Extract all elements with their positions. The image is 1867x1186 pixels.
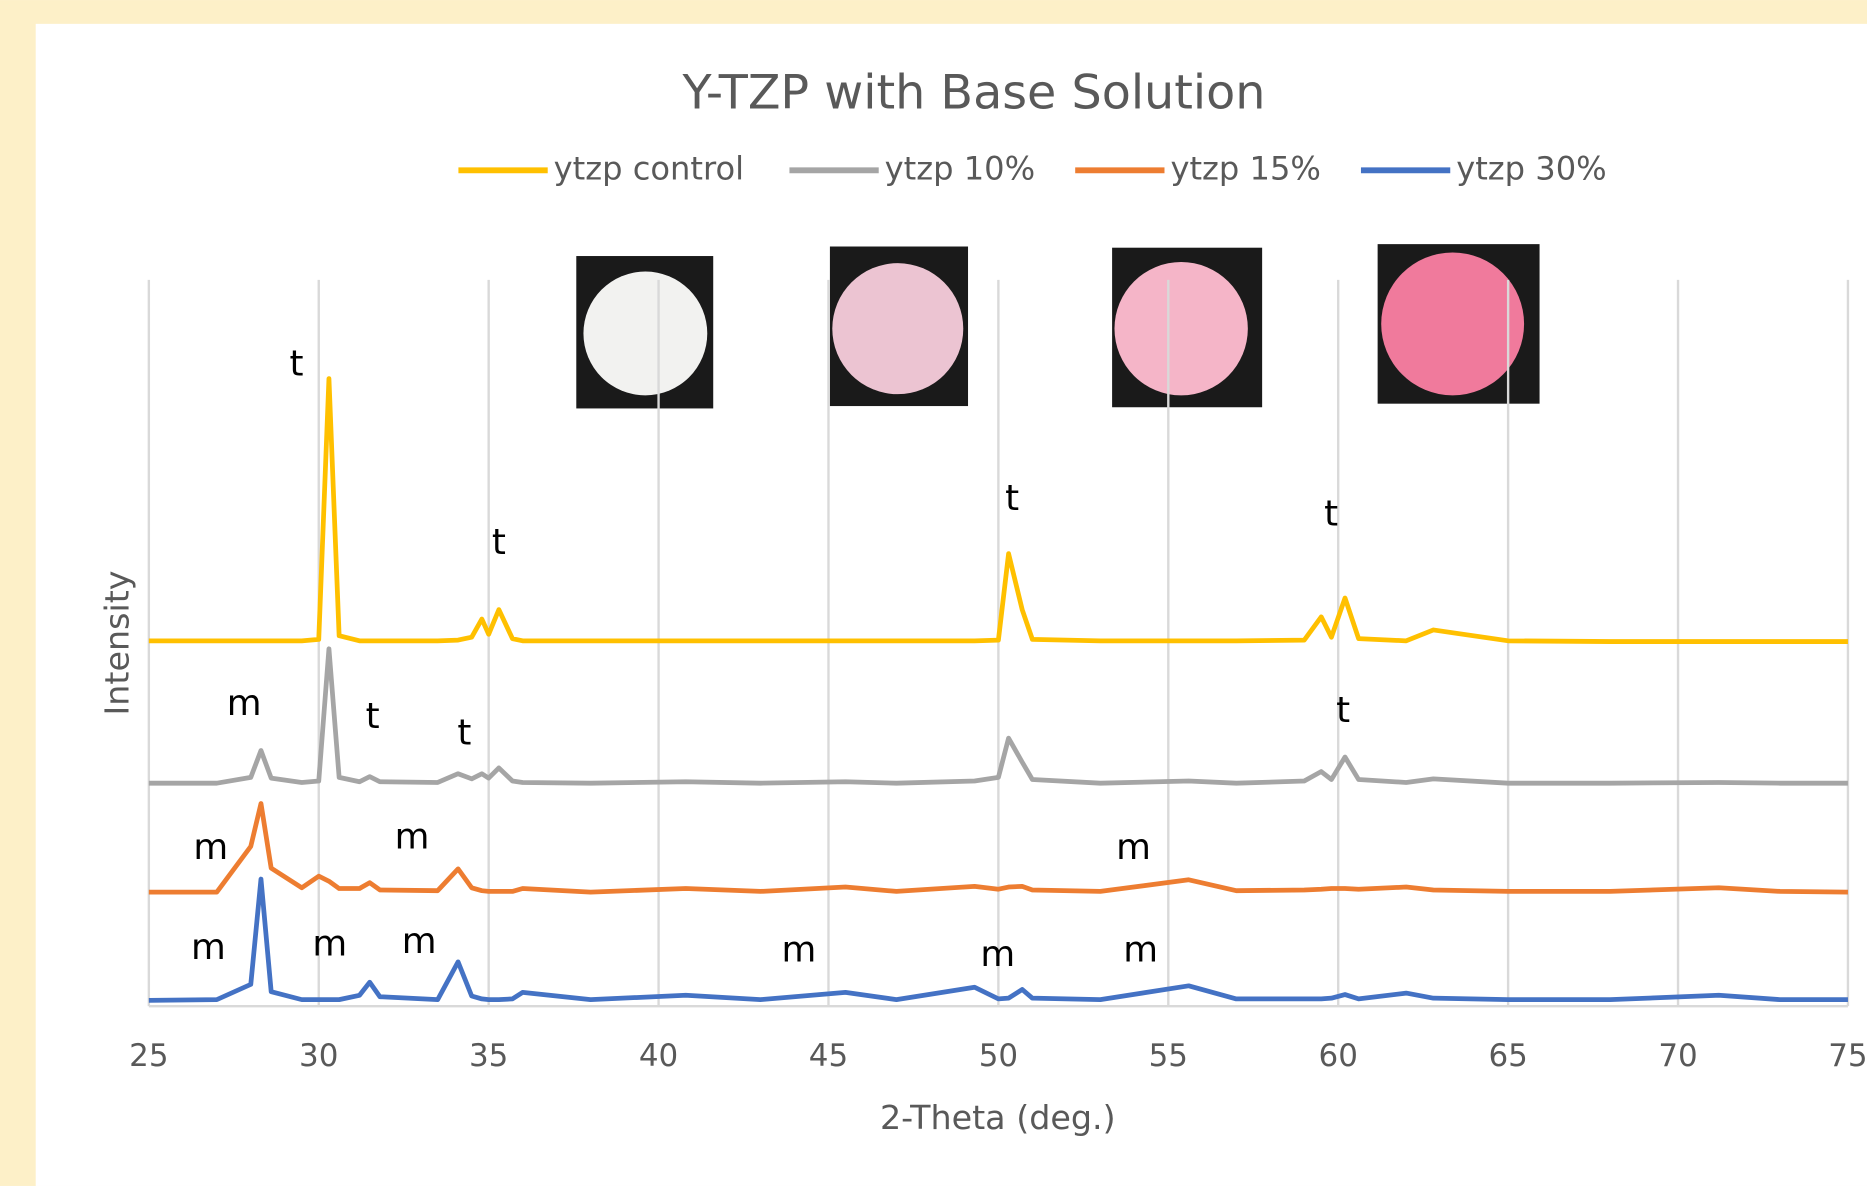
peak-annotation: m — [782, 929, 817, 970]
peak-annotation: t — [366, 696, 380, 737]
sample-disc — [1381, 252, 1524, 395]
peak-annotation: m — [193, 827, 228, 868]
legend-label: ytzp 15% — [1170, 149, 1320, 187]
x-tick-label: 50 — [979, 1038, 1018, 1074]
chart: Y-TZP with Base Solution 2-Theta (deg.) … — [0, 0, 1867, 1186]
x-tick-label: 70 — [1658, 1038, 1697, 1074]
x-axis-label: 2-Theta (deg.) — [880, 1098, 1116, 1137]
peak-annotation: m — [1123, 929, 1158, 970]
peak-annotation: m — [227, 683, 262, 724]
peak-annotation: t — [457, 713, 471, 754]
sample-disc — [832, 263, 963, 394]
peak-annotation: m — [980, 934, 1015, 975]
legend-label: ytzp control — [554, 149, 744, 187]
x-tick-label: 40 — [639, 1038, 678, 1074]
peak-annotation: t — [289, 344, 303, 385]
x-tick-label: 35 — [469, 1038, 508, 1074]
peak-annotation: t — [1005, 478, 1019, 519]
peak-annotation: m — [395, 816, 430, 857]
x-tick-label: 65 — [1488, 1038, 1527, 1074]
y-axis-label: Intensity — [98, 570, 137, 715]
sample-disc — [1114, 262, 1247, 395]
chart-panel — [36, 24, 1867, 1186]
x-tick-label: 45 — [809, 1038, 848, 1074]
peak-annotation: t — [492, 522, 506, 563]
x-tick-label: 30 — [299, 1038, 338, 1074]
legend-label: ytzp 10% — [885, 149, 1035, 187]
x-tick-label: 55 — [1149, 1038, 1188, 1074]
sample-disc — [583, 272, 707, 396]
peak-annotation: m — [312, 923, 347, 964]
chart-title: Y-TZP with Base Solution — [682, 65, 1266, 120]
peak-annotation: t — [1336, 690, 1350, 731]
page: Y-TZP with Base Solution 2-Theta (deg.) … — [0, 0, 1867, 1186]
peak-annotation: m — [1116, 827, 1151, 868]
x-tick-label: 25 — [129, 1038, 168, 1074]
x-tick-label: 60 — [1319, 1038, 1358, 1074]
x-tick-label: 75 — [1828, 1038, 1867, 1074]
peak-annotation: m — [191, 927, 226, 968]
peak-annotation: t — [1324, 494, 1338, 535]
legend-label: ytzp 30% — [1456, 149, 1606, 187]
peak-annotation: m — [402, 921, 437, 962]
